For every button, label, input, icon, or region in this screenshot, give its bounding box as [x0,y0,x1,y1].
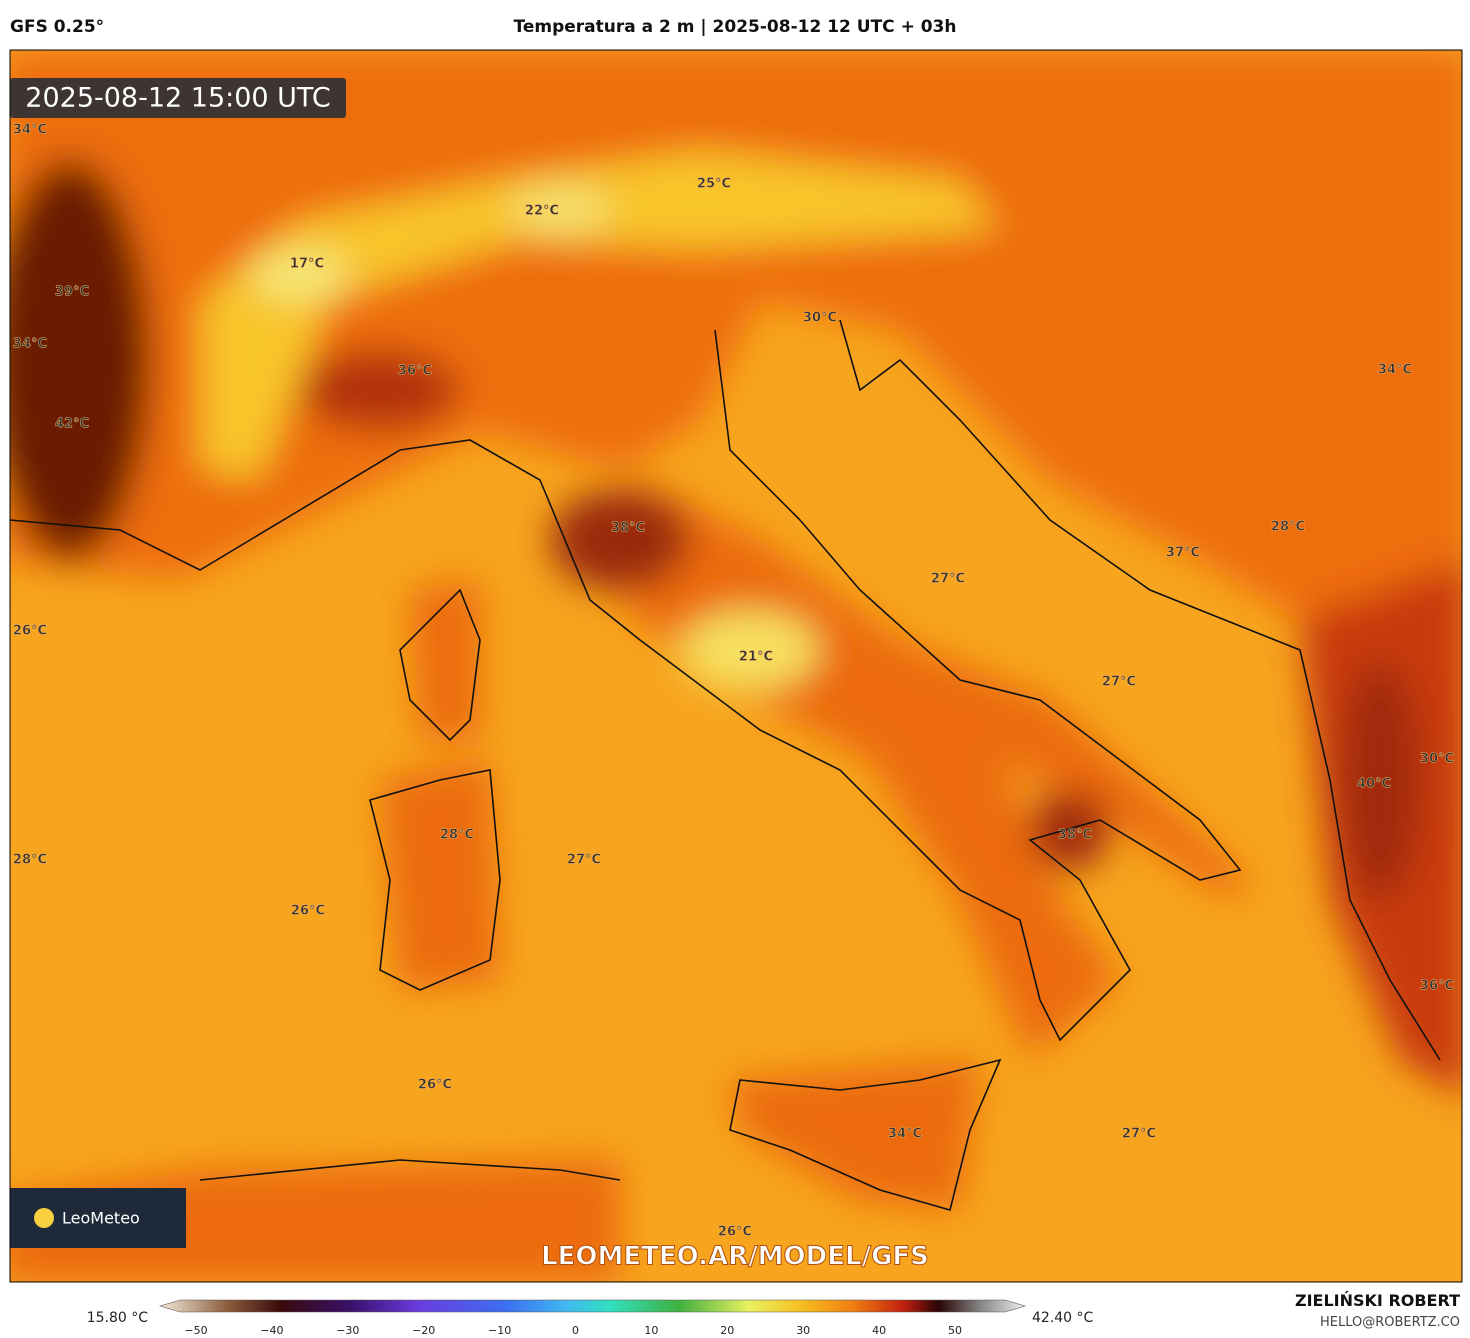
temp-label: 28°C [1271,520,1305,535]
temp-label: 28°C [13,853,47,868]
temp-label: 26°C [418,1078,452,1093]
temp-label: 22°C [525,204,559,219]
email: HELLO@ROBERTZ.CO [1320,1315,1460,1330]
temp-label: 27°C [1122,1127,1156,1142]
colorbar-tick: 10 [644,1324,658,1337]
colorbar-tick: −20 [412,1324,435,1337]
temp-label: 27°C [567,853,601,868]
temp-label: 26°C [291,904,325,919]
colorbar-max: 42.40 °C [1032,1310,1094,1326]
temp-label: 28°C [440,828,474,843]
colorbar-tick: 0 [572,1324,579,1337]
colorbar-min: 15.80 °C [87,1310,149,1326]
map: 2025-08-12 15:00 UTC 34°C 39°C 34°C 42°C 17°… [10,50,1462,1282]
model-name: GFS 0.25° [10,17,104,37]
timestamp-box [10,78,346,118]
colorbar-tick: 50 [948,1324,962,1337]
temp-label: 34°C [888,1127,922,1142]
colorbar-tick: −30 [336,1324,359,1337]
temp-label: 40°C [1357,777,1391,792]
map-frame [9,49,1463,1283]
land-fields [10,50,1462,1282]
coastlines [10,319,1441,1211]
temp-label: 39°C [55,285,89,300]
temp-label: 30°C [1420,752,1454,767]
colorbar-tick: −10 [488,1324,511,1337]
temp-label: 36°C [1420,979,1454,994]
colorbar-tick: 30 [796,1324,810,1337]
temp-label: 37°C [1166,546,1200,561]
temp-label: 21°C [739,650,773,665]
temp-label: 38°C [611,521,645,536]
colorbar-tick: −40 [260,1324,283,1337]
temp-label: 27°C [1102,675,1136,690]
colorbar-tick: −50 [184,1324,207,1337]
colorbar-tick: 40 [872,1324,886,1337]
temp-label: 17°C [290,257,324,272]
colorbar-tick: 20 [720,1324,734,1337]
logo-sun [34,1208,54,1228]
temp-label: 34°C [13,123,47,138]
temp-label: 27°C [931,572,965,587]
timestamp: 2025-08-12 15:00 UTC [25,83,330,114]
temp-label: 26°C [13,624,47,639]
watermark: LEOMETEO.AR/MODEL/GFS [541,1242,929,1272]
temp-label: 25°C [697,177,731,192]
temp-label: 26°C [718,1225,752,1240]
author: ZIELIŃSKI ROBERT [1295,1291,1460,1310]
temp-label: 34°C [1378,363,1412,378]
map-title: Temperatura a 2 m | 2025-08-12 12 UTC + … [514,17,957,37]
temp-label: 42°C [55,417,89,432]
logo: LeoMeteo [62,1209,140,1228]
temp-label: 36°C [398,364,432,379]
temp-label: 30°C [803,311,837,326]
colorbar [158,1299,1027,1313]
temp-label: 34°C [13,337,47,352]
temp-label: 38°C [1058,828,1092,843]
